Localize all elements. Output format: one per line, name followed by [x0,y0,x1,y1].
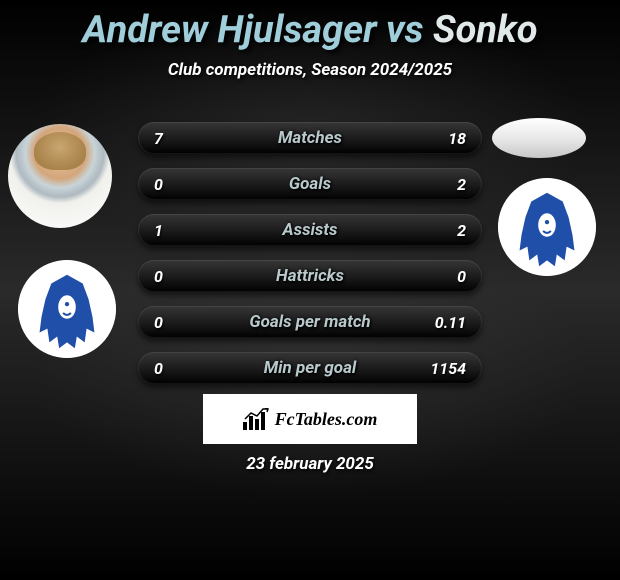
stat-label: Assists [138,220,482,240]
stat-bar: 7Matches18 [138,122,482,154]
stat-bar: 0Goals per match0.11 [138,306,482,338]
stats-bars: 7Matches18 0Goals2 1Assists2 0Hattricks0 0Go… [138,122,482,398]
stat-label: Hattricks [138,266,482,286]
fctables-badge: FcTables.com [203,394,417,444]
player2-club-logo [498,178,596,276]
stat-label: Goals per match [138,312,482,332]
player1-avatar [8,124,112,228]
stat-bar: 0Hattricks0 [138,260,482,292]
stat-bar: 0Min per goal1154 [138,352,482,384]
stat-bar: 0Goals2 [138,168,482,200]
stat-label: Matches [138,128,482,148]
player1-club-logo [18,260,116,358]
page-title: Andrew Hjulsager vs Sonko [0,0,620,52]
date-text: 23 february 2025 [0,454,620,474]
stat-label: Goals [138,174,482,194]
chart-icon [243,408,269,430]
vs-text: vs [386,8,433,52]
player2-avatar [492,118,586,158]
subtitle: Club competitions, Season 2024/2025 [0,60,620,80]
player2-name: Sonko [433,8,538,52]
content: Andrew Hjulsager vs Sonko Club competiti… [0,0,620,580]
badge-text: FcTables.com [275,409,378,430]
player1-name: Andrew Hjulsager [82,8,376,52]
stat-bar: 1Assists2 [138,214,482,246]
stat-label: Min per goal [138,358,482,378]
